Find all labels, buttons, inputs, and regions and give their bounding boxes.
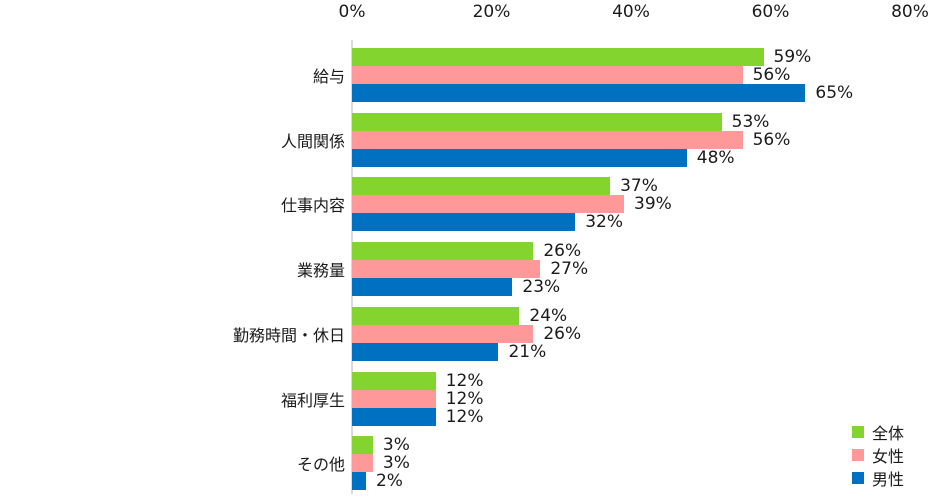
data-label: 3% <box>382 435 410 456</box>
legend-swatch-icon <box>852 471 864 484</box>
legend-swatch-icon <box>852 425 864 438</box>
bar <box>352 389 436 408</box>
data-label: 56% <box>752 65 791 85</box>
legend-item: 全体 <box>852 420 904 443</box>
data-label: 39% <box>634 194 672 215</box>
bar <box>352 371 436 390</box>
data-label: 48% <box>696 147 735 168</box>
data-label: 26% <box>543 241 582 262</box>
bar <box>352 472 366 491</box>
bar <box>352 260 541 279</box>
bar <box>352 84 806 102</box>
bar <box>352 213 576 232</box>
bar <box>352 130 743 149</box>
category-label: 仕事内容 <box>280 196 345 216</box>
bar <box>352 148 687 167</box>
data-label: 26% <box>543 323 582 344</box>
bar <box>352 242 534 261</box>
x-tick-label: 40% <box>612 2 650 22</box>
data-label: 21% <box>508 341 547 362</box>
data-label: 56% <box>752 129 791 150</box>
category-label: 勤務時間・休日 <box>232 325 345 345</box>
category-label: その他 <box>296 455 345 475</box>
data-label: 37% <box>620 176 658 197</box>
legend-label: 女性 <box>872 446 905 466</box>
legend-label: 男性 <box>872 469 905 489</box>
legend-label: 全体 <box>872 423 905 443</box>
category-label: 給与 <box>312 67 345 86</box>
data-label: 23% <box>522 277 561 298</box>
data-label: 12% <box>445 370 484 391</box>
bar <box>352 407 436 426</box>
data-label: 65% <box>815 83 854 103</box>
bar <box>352 306 520 325</box>
data-label: 32% <box>585 212 623 233</box>
category-label: 業務量 <box>296 261 345 281</box>
data-label: 3% <box>382 453 410 474</box>
data-label: 59% <box>773 47 812 67</box>
x-tick-label: 60% <box>751 2 790 22</box>
bar <box>352 112 722 131</box>
bar <box>352 454 373 473</box>
data-label: 12% <box>445 388 484 409</box>
legend-item: 男性 <box>852 466 904 489</box>
bar <box>352 66 743 84</box>
category-label: 人間関係 <box>280 131 345 151</box>
legend-item: 女性 <box>852 443 904 466</box>
x-tick-label: 80% <box>891 2 929 22</box>
bar <box>352 436 373 455</box>
bar <box>352 342 499 361</box>
bar <box>352 278 513 297</box>
legend: 全体 女性 男性 <box>852 420 904 489</box>
data-label: 24% <box>529 305 568 326</box>
x-tick-label: 20% <box>472 2 511 22</box>
x-tick-label: 0% <box>338 2 366 22</box>
data-label: 12% <box>445 406 484 427</box>
bar <box>352 195 625 214</box>
data-label: 2% <box>375 471 403 492</box>
bar <box>352 324 534 343</box>
bar <box>352 177 611 196</box>
bar <box>352 48 764 66</box>
data-label: 53% <box>731 111 770 132</box>
category-label: 福利厚生 <box>280 390 345 410</box>
legend-swatch-icon <box>852 448 864 461</box>
data-label: 27% <box>550 259 589 280</box>
